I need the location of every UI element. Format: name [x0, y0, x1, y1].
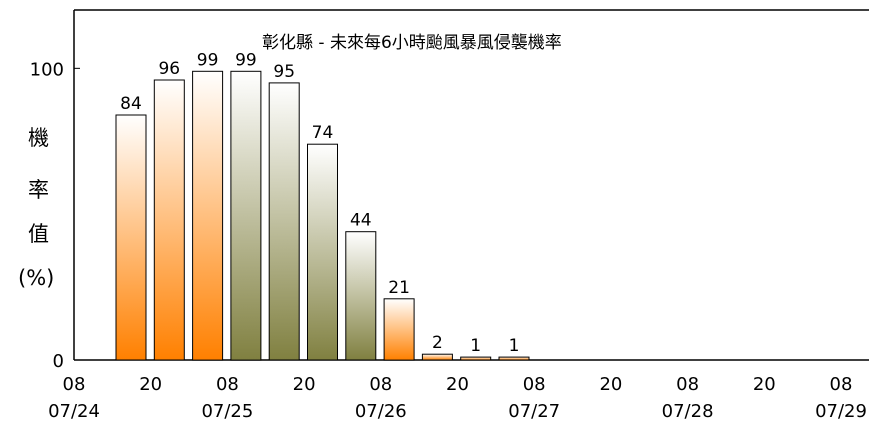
bar-value-label: 1	[470, 336, 481, 356]
y-axis-label-char: (%)	[18, 266, 55, 290]
x-tick-hour-label: 20	[446, 374, 469, 395]
bars-group	[115, 70, 530, 361]
bar	[268, 82, 300, 361]
x-tick-hour-label: 20	[293, 374, 316, 395]
x-tick-date-label: 07/27	[508, 401, 560, 422]
y-tick-label: 0	[53, 351, 64, 372]
bar-value-label: 99	[235, 50, 257, 70]
chart-title: 彰化縣 - 未來每6小時颱風暴風侵襲機率	[262, 33, 562, 53]
x-ticks-group: 08 20 08 20 08 20 08 20 08 20 08 07/24 07/25 07/26 07/…	[48, 374, 867, 422]
bar	[307, 143, 338, 361]
bar	[383, 298, 415, 361]
bar-value-label: 99	[197, 50, 219, 70]
bar	[115, 114, 147, 361]
x-tick-hour-label: 08	[63, 374, 86, 395]
x-tick-date-label: 07/28	[662, 401, 714, 422]
x-tick-hour-label: 08	[676, 374, 699, 395]
y-axis-label-char: 率	[28, 178, 49, 202]
y-ticks-group: 0 100	[30, 59, 80, 372]
bar	[345, 231, 377, 361]
x-tick-hour-label: 20	[599, 374, 622, 395]
bar	[460, 356, 492, 361]
x-tick-hour-label: 08	[369, 374, 392, 395]
bar	[498, 356, 530, 361]
x-tick-hour-label: 08	[830, 374, 853, 395]
x-tick-hour-label: 20	[139, 374, 162, 395]
bar-value-label: 44	[350, 211, 372, 231]
bar-value-label: 96	[158, 59, 180, 79]
bar-value-label: 21	[388, 278, 410, 298]
x-tick-date-label: 07/29	[815, 401, 867, 422]
bar-value-label: 2	[432, 333, 443, 353]
bar	[153, 79, 185, 361]
bar-value-label: 84	[120, 94, 142, 114]
x-tick-hour-label: 08	[523, 374, 546, 395]
x-tick-date-label: 07/25	[201, 401, 253, 422]
x-tick-hour-label: 08	[216, 374, 239, 395]
bar-value-label: 74	[312, 123, 334, 143]
bar-value-label: 95	[273, 62, 295, 82]
y-axis-label-char: 值	[28, 222, 49, 246]
bar-value-label: 1	[509, 336, 520, 356]
bar	[230, 70, 262, 361]
y-tick-label: 100	[30, 59, 64, 80]
y-axis-label-char: 機	[28, 126, 49, 150]
bar	[192, 70, 224, 361]
x-tick-date-label: 07/26	[355, 401, 407, 422]
x-tick-hour-label: 20	[753, 374, 776, 395]
bar	[421, 353, 453, 361]
x-tick-date-label: 07/24	[48, 401, 100, 422]
